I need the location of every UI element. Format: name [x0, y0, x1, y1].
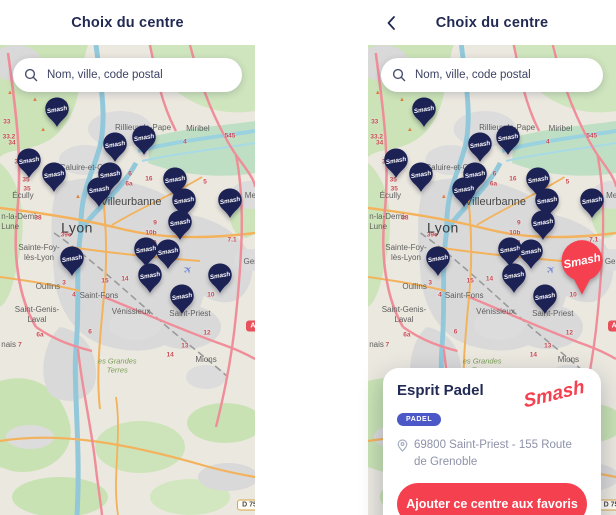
map-pin[interactable]: Smash [103, 132, 128, 163]
chevron-left-icon [387, 15, 395, 30]
svg-text:Smash: Smash [99, 170, 121, 180]
add-favorite-button[interactable]: Ajouter ce centre aux favoris [397, 483, 587, 515]
svg-text:Smash: Smash [171, 291, 193, 301]
map-pin[interactable]: Smash [168, 210, 193, 241]
center-address: 69800 Saint-Priest - 155 Route de Grenob… [414, 439, 572, 468]
motorway-ref-badge: A [607, 320, 616, 332]
svg-text:Smash: Smash [43, 170, 65, 180]
svg-text:Smash: Smash [464, 170, 486, 180]
svg-text:Smash: Smash [135, 245, 157, 255]
map-pin[interactable]: Smash [533, 284, 558, 315]
map-pin[interactable]: Smash [384, 148, 409, 179]
svg-text:Smash: Smash [503, 271, 525, 281]
map-pin[interactable]: Smash [498, 237, 523, 268]
svg-text:Smash: Smash [169, 218, 191, 228]
map-pin[interactable]: Smash [467, 132, 492, 163]
svg-text:Smash: Smash [18, 156, 40, 166]
svg-text:Smash: Smash [46, 104, 68, 114]
map-pin[interactable]: Smash [134, 237, 159, 268]
svg-text:Smash: Smash [469, 140, 491, 150]
map-pin[interactable]: Smash [170, 284, 195, 315]
svg-text:Smash: Smash [139, 271, 161, 281]
map-pin[interactable]: Smash [137, 263, 162, 294]
page-title: Choix du centre [71, 14, 184, 31]
svg-text:Smash: Smash [173, 196, 195, 206]
back-button[interactable] [382, 11, 400, 35]
svg-text:Smash: Smash [88, 185, 110, 195]
smash-brand-logo: Smash [522, 376, 586, 413]
center-detail-card[interactable]: Esprit Padel Smash PADEL 69800 Saint-Pri… [383, 368, 601, 515]
map-pin[interactable]: Smash [408, 162, 433, 193]
road-ref-badge: D 75 [598, 499, 616, 511]
map-pin-selected[interactable]: Smash [559, 240, 605, 296]
svg-text:Smash: Smash [497, 133, 519, 143]
map-pin[interactable]: Smash [86, 177, 111, 208]
svg-text:Smash: Smash [164, 175, 186, 185]
svg-text:Smash: Smash [534, 291, 556, 301]
svg-text:Smash: Smash [157, 246, 179, 256]
svg-text:Smash: Smash [454, 185, 476, 195]
map-pin[interactable]: Smash [579, 188, 604, 219]
svg-text:Smash: Smash [386, 156, 408, 166]
svg-text:Smash: Smash [527, 175, 549, 185]
map-pin[interactable]: Smash [45, 97, 70, 128]
svg-text:Smash: Smash [104, 140, 126, 150]
search-bar [381, 58, 603, 92]
map-pin[interactable]: Smash [17, 148, 42, 179]
svg-text:Smash: Smash [427, 253, 449, 263]
svg-text:Smash: Smash [521, 246, 543, 256]
map-pin[interactable]: Smash [501, 263, 526, 294]
map-pin[interactable]: Smash [218, 188, 243, 219]
map-pin[interactable]: Smash [208, 263, 233, 294]
map-pin[interactable]: Smash [452, 177, 477, 208]
svg-text:Smash: Smash [413, 104, 435, 114]
svg-text:Smash: Smash [532, 218, 554, 228]
screen-centre-selectionne: Choix du centre [368, 0, 616, 515]
location-pin-icon [397, 439, 408, 452]
map-pin[interactable]: Smash [531, 210, 556, 241]
motorway-ref-badge: A [246, 320, 255, 332]
map-pin[interactable]: Smash [59, 246, 84, 277]
map-pin[interactable]: Smash [535, 188, 560, 219]
search-icon [24, 68, 38, 82]
map-pin[interactable]: Smash [411, 97, 436, 128]
svg-text:Smash: Smash [209, 271, 231, 281]
map-pin[interactable]: Smash [172, 188, 197, 219]
map-pin[interactable]: Smash [42, 162, 67, 193]
road-ref-badge: D 75 [237, 499, 255, 511]
header: Choix du centre [368, 0, 616, 45]
svg-text:Smash: Smash [581, 196, 603, 206]
svg-text:Smash: Smash [536, 196, 558, 206]
header: Choix du centre [0, 0, 255, 45]
map-pin[interactable]: Smash [496, 125, 521, 156]
search-bar [13, 58, 242, 92]
svg-text:Smash: Smash [61, 253, 83, 263]
search-input[interactable] [45, 68, 231, 82]
card-header: Esprit Padel Smash [397, 377, 587, 413]
map-pin[interactable]: Smash [156, 238, 181, 269]
search-icon [392, 68, 406, 82]
svg-text:Smash: Smash [410, 170, 432, 180]
svg-text:Smash: Smash [499, 245, 521, 255]
map-pin[interactable]: Smash [132, 125, 157, 156]
address-row: 69800 Saint-Priest - 155 Route de Grenob… [397, 437, 587, 470]
svg-text:Smash: Smash [133, 133, 155, 143]
center-name: Esprit Padel [397, 382, 484, 399]
page-title: Choix du centre [435, 14, 549, 31]
search-input[interactable] [413, 68, 592, 82]
svg-text:Smash: Smash [219, 196, 241, 206]
map-canvas[interactable]: Rillieux-la-PapeMiribelCaluire-et-CuireÉ… [0, 45, 255, 515]
map-pin[interactable]: Smash [425, 246, 450, 277]
sport-badge: PADEL [397, 413, 442, 426]
screen-choix-du-centre: Choix du centre [0, 0, 255, 515]
map-pin[interactable]: Smash [519, 238, 544, 269]
